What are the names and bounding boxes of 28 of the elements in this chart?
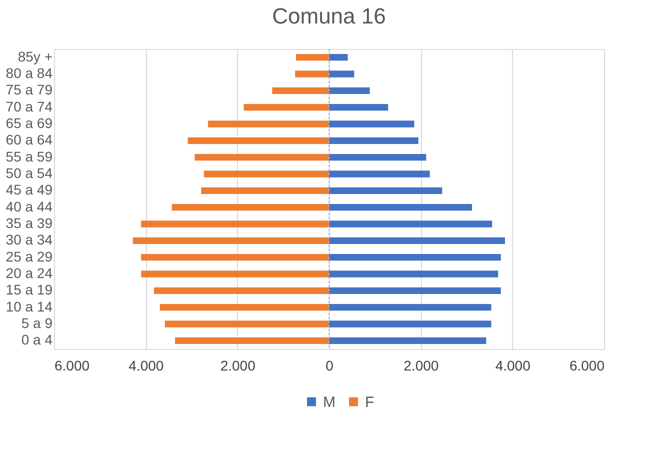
chart-title: Comuna 16 — [272, 4, 386, 28]
x-tick-label: 2.000 — [220, 358, 256, 374]
y-tick-label: 80 a 84 — [6, 65, 53, 81]
y-tick-label: 85y + — [18, 48, 52, 64]
y-tick-label: 35 a 39 — [6, 215, 53, 231]
y-tick-label: 45 a 49 — [6, 182, 53, 198]
y-tick-label: 70 a 74 — [6, 98, 53, 114]
x-tick-label: 4.000 — [495, 358, 531, 374]
y-tick-label: 25 a 29 — [6, 248, 53, 264]
y-tick-label: 40 a 44 — [6, 198, 53, 214]
x-tick-label: 0 — [326, 358, 334, 374]
y-tick-label: 20 a 24 — [6, 265, 53, 281]
x-tick-label: 2.000 — [404, 358, 439, 374]
x-tick-label: 6.000 — [569, 358, 605, 374]
y-tick-label: 55 a 59 — [6, 148, 53, 164]
y-tick-label: 0 a 4 — [21, 332, 53, 348]
y-tick-label: 60 a 64 — [6, 132, 53, 148]
y-tick-label: 15 a 19 — [6, 282, 53, 298]
y-tick-label: 5 a 9 — [21, 315, 53, 331]
y-tick-label: 75 a 79 — [6, 82, 53, 98]
y-tick-label: 50 a 54 — [6, 165, 53, 181]
y-tick-label: 30 a 34 — [6, 232, 53, 248]
x-tick-label: 6.000 — [54, 358, 90, 374]
y-tick-label: 65 a 69 — [6, 115, 53, 131]
y-tick-label: 10 a 14 — [6, 298, 53, 314]
legend-label: M — [323, 394, 336, 411]
legend-label: F — [365, 394, 374, 411]
x-tick-label: 4.000 — [128, 358, 164, 374]
